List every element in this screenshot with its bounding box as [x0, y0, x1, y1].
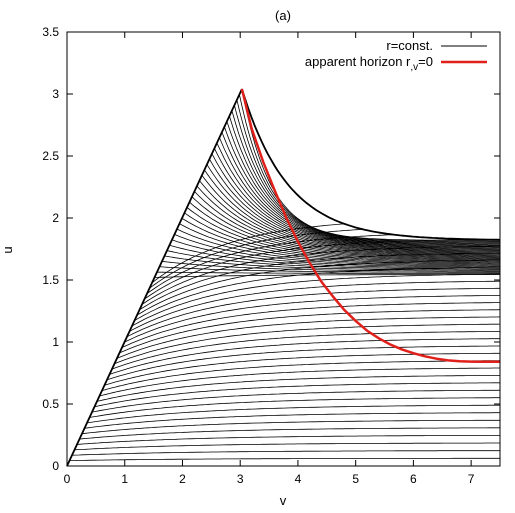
x-axis-label: v — [280, 493, 287, 508]
legend-horizon-subscript: ,v — [410, 62, 418, 73]
r-const-curve — [216, 142, 500, 251]
top-boundary-line — [241, 88, 501, 241]
x-tick-label: 5 — [352, 472, 359, 486]
r-const-curve — [166, 250, 500, 270]
legend-label-apparent-horizon: apparent horizon r,v=0 — [305, 54, 433, 73]
r-const-curve — [181, 217, 500, 264]
r-const-curve — [81, 419, 500, 435]
r-const-curve — [91, 389, 501, 413]
r-const-curve — [206, 164, 501, 254]
r-const-curve — [241, 88, 500, 241]
r-const-curve — [94, 382, 500, 408]
r-const-curve — [131, 273, 501, 327]
r-const-curve — [126, 287, 500, 338]
y-tick-label: 1.5 — [42, 273, 59, 287]
r-const-curve — [101, 360, 500, 391]
r-const-curve — [179, 223, 500, 265]
r-const-curve — [214, 148, 500, 252]
r-const-curve — [176, 228, 500, 266]
legend-horizon-suffix: =0 — [418, 54, 433, 69]
y-tick-label: 2 — [52, 211, 59, 225]
r-const-curve — [111, 331, 500, 370]
r-const-curve — [99, 367, 500, 397]
y-tick-label: 3 — [52, 87, 59, 101]
r-const-curve — [204, 169, 500, 255]
y-tick-label: 3.5 — [42, 25, 59, 39]
y-axis-label: u — [0, 246, 15, 253]
x-axis-ticks: 0 1 2 3 4 5 6 7 — [64, 32, 475, 486]
r-const-curve — [84, 412, 500, 429]
r-const-curve — [239, 94, 500, 242]
legend: r=const. apparent horizon r,v=0 — [305, 38, 487, 73]
r-const-curve — [169, 244, 500, 269]
r-const-curve — [219, 137, 500, 250]
x-tick-label: 0 — [64, 472, 71, 486]
r-const-curve — [184, 212, 501, 263]
r-const-curve — [211, 153, 500, 253]
r-const-curve — [196, 185, 500, 258]
r-const-curve — [159, 266, 500, 273]
x-tick-label: 6 — [410, 472, 417, 486]
r-const-curve — [109, 338, 500, 375]
r-const-curve — [71, 450, 500, 456]
r-const-curve — [114, 323, 501, 365]
r-const-curve — [199, 180, 500, 257]
r-const-curve — [171, 239, 500, 268]
apparent-horizon-line — [240, 88, 501, 364]
y-tick-label: 0.5 — [42, 397, 59, 411]
y-tick-label: 0 — [52, 459, 59, 473]
r-const-curve — [69, 457, 500, 461]
left-boundary-line — [66, 88, 243, 467]
r-const-curve — [221, 131, 500, 249]
r-const-curve — [156, 271, 500, 274]
r-const-curve — [124, 295, 501, 343]
r-const-curve — [76, 435, 500, 445]
y-tick-label: 1 — [52, 335, 59, 349]
apparent-horizon-curve — [240, 88, 501, 364]
r-const-curve — [186, 207, 500, 262]
x-tick-label: 4 — [295, 472, 302, 486]
r-const-curve — [106, 345, 500, 381]
x-tick-label: 1 — [121, 472, 128, 486]
r-const-curve — [194, 191, 500, 259]
chart-title: (a) — [275, 8, 291, 23]
r-const-curve — [89, 397, 500, 418]
r-const-curve — [234, 105, 500, 244]
r-const-curve — [224, 126, 500, 248]
r-const-curve — [86, 404, 500, 424]
r-const-curve — [189, 201, 500, 261]
legend-label-r-const: r=const. — [386, 38, 433, 53]
r-const-curves — [66, 88, 501, 467]
plot-frame — [66, 31, 501, 467]
r-const-curve — [96, 375, 500, 402]
r-const-curve — [79, 427, 500, 440]
r-const-curve — [74, 442, 500, 451]
r-const-curve — [129, 280, 500, 332]
r-const-curve — [231, 110, 500, 245]
r-const-curve — [104, 352, 500, 386]
r-const-curve — [191, 196, 500, 260]
r-const-curve — [229, 115, 500, 246]
r-const-curve — [119, 309, 501, 354]
r-const-curve — [116, 316, 501, 359]
x-tick-label: 2 — [179, 472, 186, 486]
r-const-curve — [209, 158, 500, 253]
r-const-curve — [161, 261, 500, 272]
y-tick-label: 2.5 — [42, 149, 59, 163]
x-tick-label: 3 — [237, 472, 244, 486]
legend-horizon-text: apparent horizon r — [305, 54, 411, 69]
y-axis-ticks: 0 0.5 1 1.5 2 2.5 3 3.5 — [42, 25, 500, 473]
x-tick-label: 7 — [468, 472, 475, 486]
r-const-curve — [226, 121, 500, 247]
r-const-curve — [154, 274, 500, 278]
r-const-curve — [174, 234, 500, 267]
r-const-curve — [164, 255, 500, 271]
r-const-curve — [201, 174, 500, 256]
r-const-curve — [121, 302, 500, 348]
